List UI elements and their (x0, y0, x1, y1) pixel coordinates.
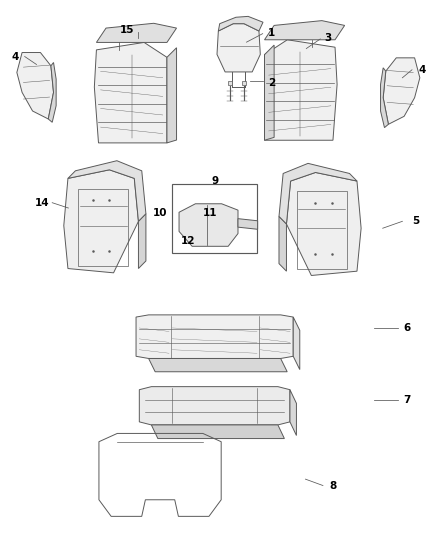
Polygon shape (96, 23, 177, 43)
Text: 5: 5 (412, 216, 419, 227)
Polygon shape (265, 45, 274, 140)
Polygon shape (279, 164, 357, 224)
Polygon shape (238, 219, 258, 229)
Text: 12: 12 (181, 236, 196, 246)
Text: 7: 7 (403, 395, 410, 406)
Polygon shape (381, 68, 389, 127)
Text: 14: 14 (35, 198, 49, 208)
Text: 3: 3 (325, 33, 332, 43)
Text: 2: 2 (268, 78, 275, 88)
Polygon shape (217, 23, 260, 72)
Text: 4: 4 (11, 52, 19, 61)
Polygon shape (68, 161, 146, 221)
Polygon shape (152, 425, 284, 439)
Polygon shape (219, 17, 263, 31)
Text: 8: 8 (329, 481, 336, 490)
Polygon shape (48, 62, 56, 122)
Polygon shape (148, 359, 287, 372)
Polygon shape (293, 317, 300, 369)
Bar (172, 184, 257, 253)
Polygon shape (94, 43, 167, 143)
Polygon shape (17, 53, 53, 119)
Polygon shape (265, 21, 345, 40)
Polygon shape (279, 216, 286, 271)
Polygon shape (383, 58, 420, 124)
Polygon shape (179, 204, 238, 246)
Polygon shape (265, 40, 337, 140)
Polygon shape (290, 390, 297, 435)
Text: 9: 9 (211, 176, 218, 187)
Text: 10: 10 (153, 208, 167, 219)
Text: 6: 6 (403, 322, 410, 333)
Text: 1: 1 (268, 28, 275, 38)
Text: 11: 11 (203, 208, 218, 219)
Text: 15: 15 (120, 25, 134, 35)
Polygon shape (286, 173, 361, 276)
Polygon shape (64, 170, 138, 273)
Polygon shape (136, 315, 293, 359)
Text: 4: 4 (418, 65, 426, 75)
Polygon shape (138, 214, 146, 269)
Polygon shape (139, 386, 290, 425)
Polygon shape (167, 48, 177, 143)
